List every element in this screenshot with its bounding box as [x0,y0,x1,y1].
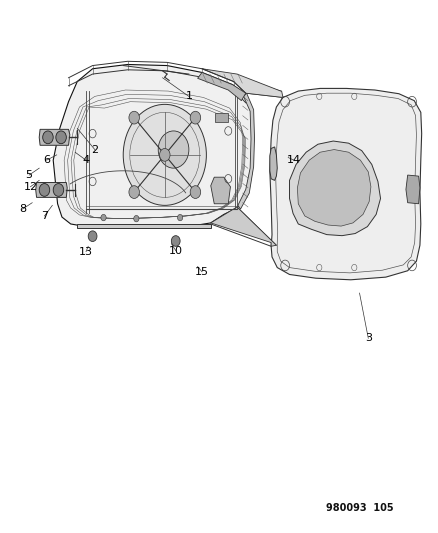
Circle shape [101,214,106,221]
Circle shape [123,104,206,205]
Text: 13: 13 [79,247,93,256]
Polygon shape [35,182,67,197]
Circle shape [190,111,200,124]
Circle shape [171,236,180,246]
Polygon shape [53,64,253,228]
Polygon shape [210,177,230,204]
Text: 1: 1 [185,91,192,101]
Circle shape [56,131,66,144]
Circle shape [177,214,182,221]
Text: 8: 8 [19,204,26,214]
Text: 15: 15 [194,267,208,277]
Circle shape [134,215,139,222]
Polygon shape [289,141,380,236]
Polygon shape [237,93,254,209]
Circle shape [190,185,200,198]
Circle shape [88,231,97,241]
Text: 4: 4 [82,155,89,165]
Circle shape [158,131,188,168]
Polygon shape [269,147,277,180]
Text: 980093  105: 980093 105 [325,503,392,513]
Text: 3: 3 [364,333,371,343]
Polygon shape [201,69,283,98]
Polygon shape [297,150,370,226]
Circle shape [129,185,139,198]
Circle shape [159,149,170,161]
Polygon shape [77,224,210,228]
Circle shape [39,183,49,196]
Text: 10: 10 [168,246,182,255]
Text: 5: 5 [25,170,32,180]
Text: 6: 6 [43,155,50,165]
Polygon shape [197,72,245,101]
Polygon shape [210,207,276,246]
Circle shape [53,183,64,196]
Text: 2: 2 [91,144,98,155]
Text: 12: 12 [23,182,37,192]
Circle shape [42,131,53,144]
Polygon shape [215,114,228,122]
Polygon shape [269,88,421,280]
Text: 14: 14 [286,155,300,165]
Text: 7: 7 [41,211,48,221]
Polygon shape [405,175,419,204]
Circle shape [129,111,139,124]
Polygon shape [39,130,70,146]
